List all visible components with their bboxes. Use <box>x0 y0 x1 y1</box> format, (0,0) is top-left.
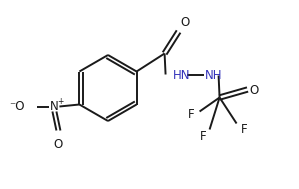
Text: HN: HN <box>173 69 190 82</box>
Text: +: + <box>57 97 64 106</box>
Text: ⁻O: ⁻O <box>9 100 25 113</box>
Text: O: O <box>250 84 259 97</box>
Text: F: F <box>241 123 247 136</box>
Text: N: N <box>50 100 59 113</box>
Text: O: O <box>181 16 190 29</box>
Text: F: F <box>200 130 207 143</box>
Text: O: O <box>54 138 63 150</box>
Text: F: F <box>188 108 195 121</box>
Text: NH: NH <box>205 69 222 82</box>
